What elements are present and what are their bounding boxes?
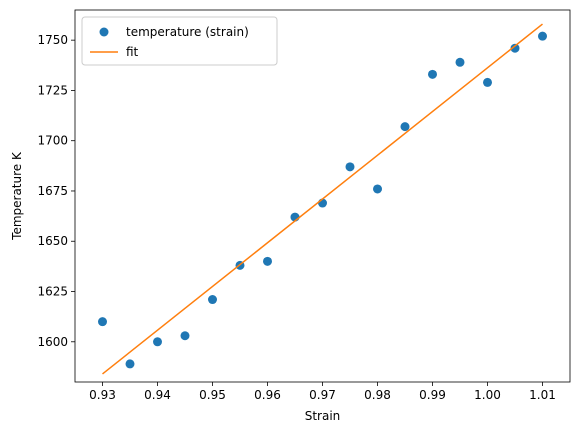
axes: 0.93 0.94 0.95 0.96 0.97 0.98 0.99 1.00 1.01 1600…	[10, 9, 571, 423]
legend-box	[81, 16, 278, 66]
x-tick-label: 0.99	[419, 388, 446, 402]
y-tick-label: 1700	[37, 134, 68, 148]
x-tick-label: 0.96	[254, 388, 281, 402]
x-tick-label: 0.93	[89, 388, 116, 402]
y-axis-label: Temperature K	[10, 151, 24, 241]
data-point	[483, 77, 492, 87]
y-tick-label: 1725	[37, 83, 68, 97]
data-point	[510, 43, 520, 53]
x-tick-label: 1.00	[474, 388, 501, 402]
x-tick-label: 0.94	[144, 388, 171, 402]
y-tick-label: 1750	[37, 33, 68, 47]
data-point	[455, 57, 465, 67]
data-point	[428, 69, 437, 79]
data-point	[345, 162, 355, 172]
x-axis-label: Strain	[305, 409, 341, 423]
x-tick-label: 1.01	[529, 388, 556, 402]
x-tick-label: 0.95	[199, 388, 226, 402]
data-point	[400, 122, 410, 132]
data-point	[98, 317, 107, 327]
y-tick-label: 1625	[37, 285, 68, 299]
legend-marker-swatch	[99, 27, 109, 37]
data-point	[263, 256, 272, 266]
data-point	[538, 31, 547, 41]
data-point	[373, 184, 382, 194]
x-tick-label: 0.97	[309, 388, 336, 402]
data-point	[125, 359, 135, 369]
y-tick-label: 1650	[37, 234, 68, 248]
y-tick-label: 1600	[37, 335, 68, 349]
plot-area	[98, 23, 547, 375]
legend-label: temperature (strain)	[126, 25, 249, 39]
data-point	[153, 337, 162, 347]
legend-label: fit	[126, 45, 139, 59]
legend: temperature (strain) fit	[81, 16, 278, 66]
data-point	[180, 331, 190, 341]
x-tick-label: 0.98	[364, 388, 391, 402]
fit-line	[102, 23, 543, 375]
data-point	[208, 295, 217, 305]
y-tick-label: 1675	[37, 184, 68, 198]
